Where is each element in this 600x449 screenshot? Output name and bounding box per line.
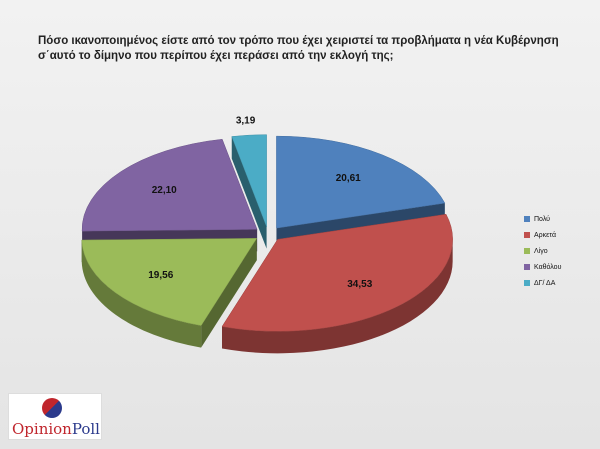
- data-label: 34,53: [347, 279, 372, 290]
- slice-side: [222, 239, 453, 354]
- logo-text: OpinionPoll: [12, 420, 100, 438]
- logo-mark: [42, 398, 62, 418]
- data-label: 22,10: [152, 185, 177, 196]
- data-label: 3,19: [236, 115, 256, 126]
- slice-side: [201, 238, 257, 348]
- slice-side: [231, 136, 267, 249]
- legend-swatch: [524, 248, 530, 254]
- legend-label: ΔΓ/ ΔΑ: [534, 280, 556, 287]
- slice-side: [81, 240, 202, 348]
- slice: [276, 135, 446, 229]
- logo: OpinionPoll: [8, 393, 102, 440]
- slice: [81, 238, 258, 326]
- logo-part: Poll: [71, 420, 100, 438]
- slice: [81, 138, 258, 232]
- slice: [231, 134, 267, 227]
- legend-swatch: [524, 280, 530, 286]
- legend-swatch: [524, 216, 530, 222]
- slice: [221, 214, 453, 332]
- legend-swatch: [524, 264, 530, 270]
- data-label: 19,56: [148, 270, 173, 281]
- logo-part: Opinion: [12, 420, 72, 438]
- chart-title: Πόσο ικανοποιημένος είστε από τον τρόπο …: [38, 35, 559, 62]
- legend-swatch: [524, 232, 530, 238]
- data-label: 20,61: [336, 173, 361, 184]
- legend-label: Καθόλου: [534, 263, 562, 271]
- legend-label: Πολύ: [534, 215, 550, 223]
- pie-tops: [81, 134, 453, 332]
- legend-label: Λίγο: [534, 247, 548, 255]
- legend-label: Αρκετά: [534, 231, 556, 239]
